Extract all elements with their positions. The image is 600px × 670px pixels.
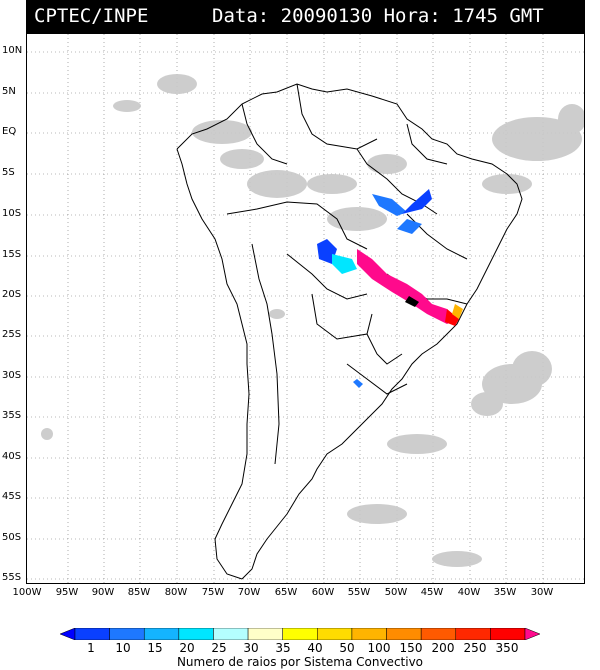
lon-label: 40W xyxy=(457,587,481,598)
colorbar-cell xyxy=(351,628,387,640)
lat-label: EQ xyxy=(2,126,17,137)
colorbar-cell xyxy=(109,628,145,640)
lat-label: 5S xyxy=(2,167,15,178)
lon-label: 90W xyxy=(91,587,115,598)
lat-label: 10S xyxy=(2,208,22,219)
lat-label: 35S xyxy=(2,410,22,421)
colorbar-tick: 40 xyxy=(307,641,323,655)
colorbar xyxy=(60,628,540,640)
map-panel xyxy=(26,33,585,584)
lat-label: 45S xyxy=(2,491,22,502)
colorbar-cell xyxy=(455,628,491,640)
lon-label: 70W xyxy=(237,587,261,598)
colorbar-tick: 20 xyxy=(179,641,195,655)
lon-label: 55W xyxy=(347,587,371,598)
graticule xyxy=(27,34,584,583)
colorbar-cell xyxy=(524,628,540,640)
lon-label: 60W xyxy=(311,587,335,598)
colorbar-tick: 30 xyxy=(243,641,259,655)
colorbar-cell xyxy=(74,628,110,640)
lon-label: 85W xyxy=(127,587,151,598)
lon-label: 50W xyxy=(384,587,408,598)
colorbar-cell xyxy=(386,628,422,640)
colorbar-tick: 35 xyxy=(275,641,291,655)
lon-label: 45W xyxy=(420,587,444,598)
colorbar-cell xyxy=(213,628,249,640)
colorbar-cell xyxy=(60,628,76,640)
colorbar-cell xyxy=(420,628,457,640)
colorbar-cell xyxy=(247,628,283,640)
colorbar-tick: 50 xyxy=(339,641,355,655)
lat-label: 5N xyxy=(2,86,16,97)
colorbar-tick: 100 xyxy=(367,641,391,655)
lat-label: 30S xyxy=(2,370,22,381)
colorbar-tick: 15 xyxy=(147,641,163,655)
lon-label: 95W xyxy=(55,587,79,598)
datetime-label: Data: 20090130 Hora: 1745 GMT xyxy=(212,5,544,27)
colorbar-tick: 250 xyxy=(463,641,487,655)
lon-label: 35W xyxy=(493,587,517,598)
colorbar-tick: 25 xyxy=(211,641,227,655)
lat-label: 55S xyxy=(2,572,22,583)
lon-label: 75W xyxy=(201,587,225,598)
title-bar: CPTEC/INPE Data: 20090130 Hora: 1745 GMT xyxy=(26,0,585,33)
lat-label: 20S xyxy=(2,289,22,300)
lon-label: 65W xyxy=(274,587,298,598)
colorbar-tick: 10 xyxy=(115,641,131,655)
colorbar-cell xyxy=(282,628,318,640)
lat-label: 50S xyxy=(2,532,22,543)
convective-systems xyxy=(317,189,463,388)
colorbar-tick: 150 xyxy=(399,641,423,655)
lat-label: 25S xyxy=(2,329,22,340)
coastline xyxy=(176,83,523,580)
lon-label: 80W xyxy=(164,587,188,598)
colorbar-tick: 200 xyxy=(431,641,455,655)
colorbar-cell xyxy=(143,628,180,640)
lat-label: 15S xyxy=(2,249,22,260)
lat-label: 10N xyxy=(2,45,23,56)
colorbar-caption: Numero de raios por Sistema Convectivo xyxy=(176,655,424,669)
cloud-cover xyxy=(41,74,584,567)
lon-label: 30W xyxy=(530,587,554,598)
agency-label: CPTEC/INPE xyxy=(34,5,149,27)
lon-label: 100W xyxy=(12,587,42,598)
lat-label: 40S xyxy=(2,451,22,462)
colorbar-cell xyxy=(178,628,214,640)
colorbar-tick: 1 xyxy=(87,641,95,655)
map-canvas xyxy=(27,34,584,583)
colorbar-cells xyxy=(60,628,540,640)
colorbar-tick: 350 xyxy=(495,641,519,655)
colorbar-cell xyxy=(317,628,353,640)
colorbar-cell xyxy=(490,628,526,640)
